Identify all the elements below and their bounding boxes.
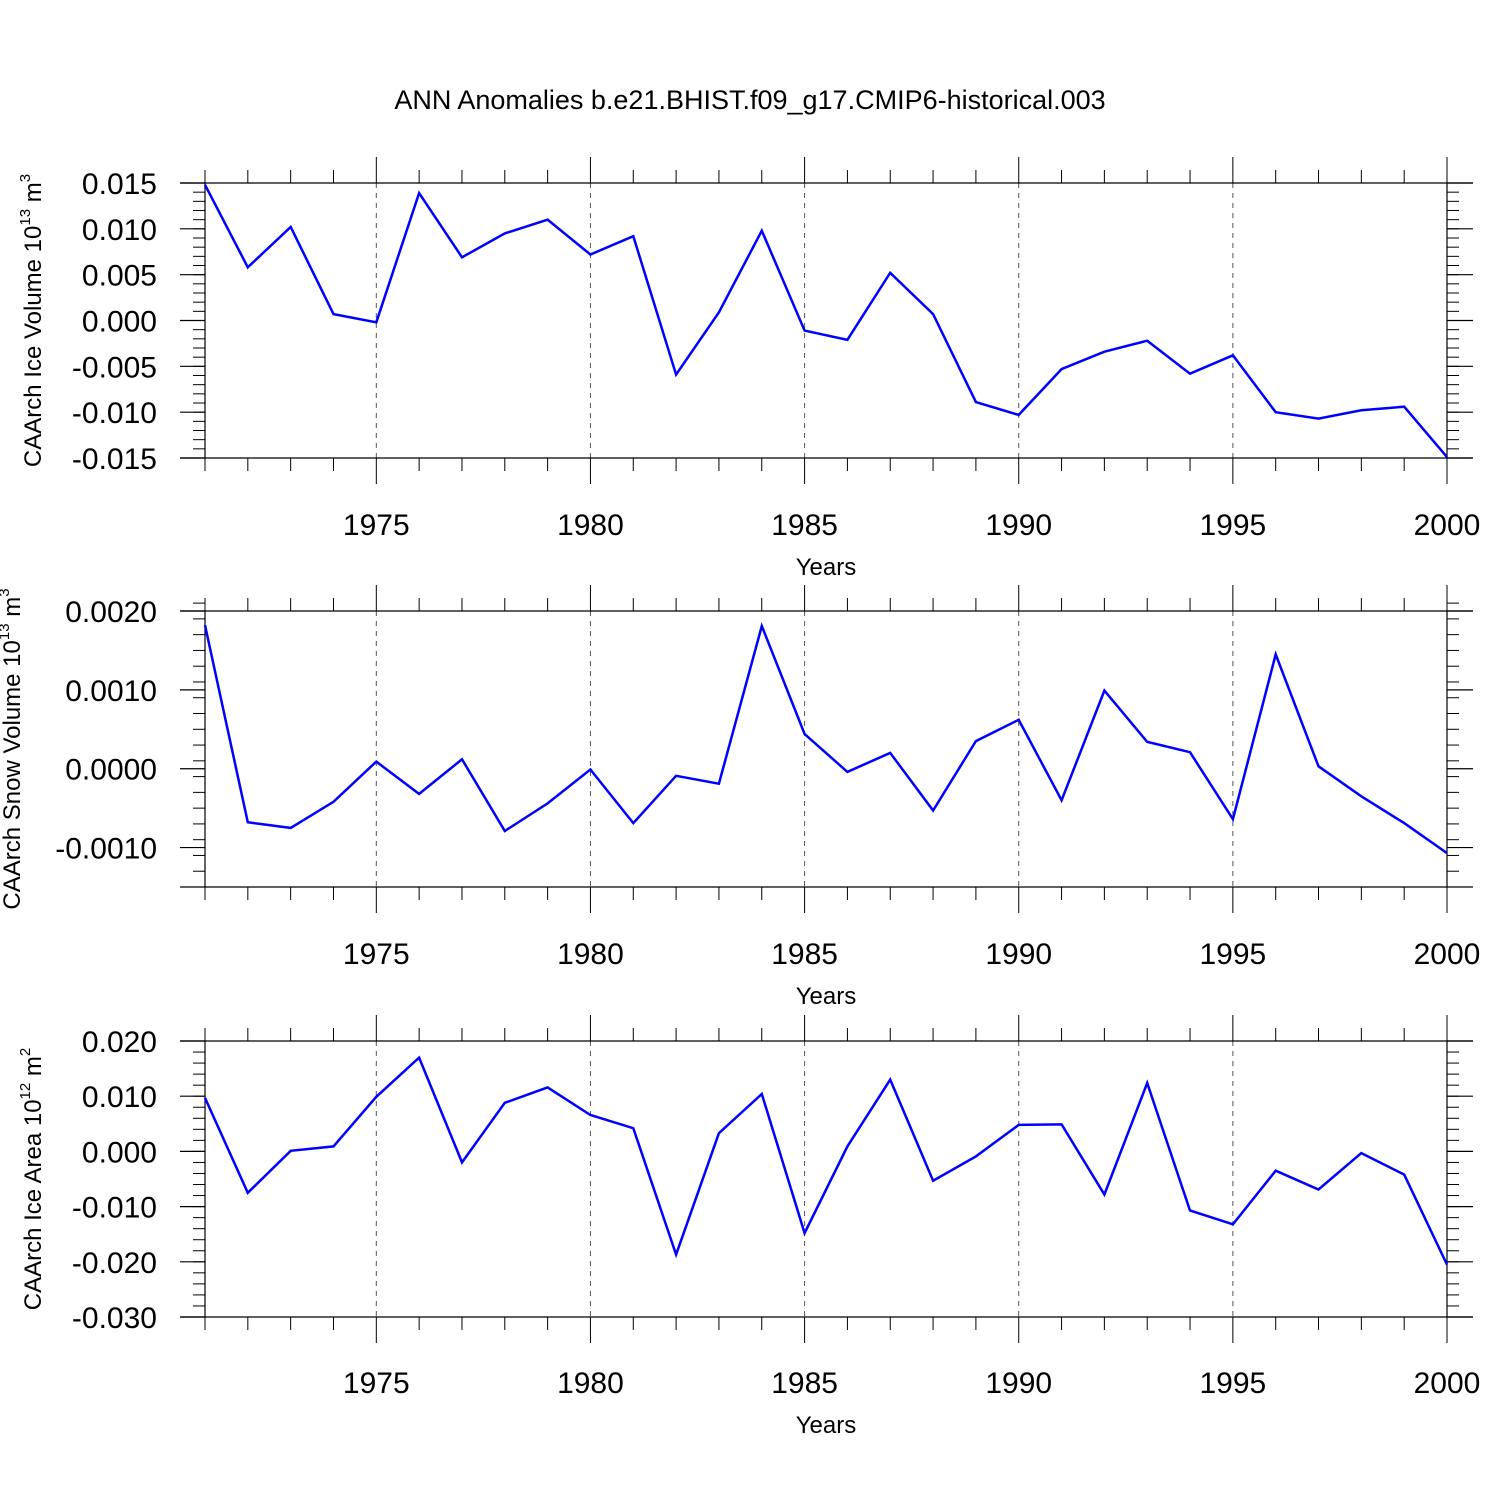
x-tick-label: 2000: [1414, 1367, 1481, 1400]
x-tick-label: 1980: [557, 938, 624, 971]
x-tick-label: 1995: [1199, 1367, 1266, 1400]
y-axis-title-exponent: 13: [17, 209, 34, 226]
y-tick-label: -0.010: [72, 397, 157, 430]
y-axis-title-unit: m: [0, 597, 26, 624]
y-tick-label: -0.020: [72, 1247, 157, 1280]
y-axis-title-exponent: 13: [0, 623, 13, 640]
x-tick-label: 1985: [771, 509, 838, 542]
y-tick-label: -0.015: [72, 443, 157, 476]
x-tick-label: 1995: [1199, 938, 1266, 971]
series-line: [203, 184, 1448, 458]
y-tick-label: 0.000: [82, 1136, 157, 1169]
x-tick-label: 2000: [1414, 938, 1481, 971]
x-tick-label: 1995: [1199, 509, 1266, 542]
ice-area-panel: 0.020 0.010 0.000 -0.010 -0.020 -0.030 1975 198…: [17, 1015, 1480, 1439]
snow-volume-panel: 0.0020 0.0010 0.0000 -0.0010 1975 1980 1985 199…: [0, 585, 1480, 1010]
y-axis-title-base: CAArch Snow Volume 10: [0, 640, 26, 909]
y-tick-label: 0.010: [82, 214, 157, 247]
x-tick-label: 1990: [985, 509, 1052, 542]
x-tick-label: 1985: [771, 1367, 838, 1400]
x-tick-label: 1975: [343, 1367, 410, 1400]
y-tick-label: 0.020: [82, 1026, 157, 1059]
series-line: [203, 622, 1448, 855]
y-axis-title-exponent: 12: [17, 1083, 34, 1100]
y-tick-label: 0.000: [82, 306, 157, 339]
y-tick-label: 0.005: [82, 260, 157, 293]
x-tick-label: 1975: [343, 938, 410, 971]
y-tick-label: -0.005: [72, 351, 157, 384]
y-axis-title-base: CAArch Ice Volume 10: [20, 226, 47, 467]
y-tick-label: 0.0010: [65, 675, 157, 708]
x-axis-title: Years: [796, 554, 857, 581]
x-axis-title: Years: [796, 1412, 857, 1439]
y-axis-title-unit: m: [20, 182, 47, 209]
y-axis-title-unit-exponent: 3: [0, 588, 13, 596]
x-tick-label: 1980: [557, 509, 624, 542]
y-axis-title: CAArch Ice Area 1012 m2: [17, 1048, 47, 1310]
x-tick-label: 1980: [557, 1367, 624, 1400]
x-tick-label: 1990: [985, 1367, 1052, 1400]
y-axis-title-base: CAArch Ice Area 10: [20, 1099, 47, 1310]
y-tick-label: 0.0000: [65, 754, 157, 787]
y-axis-title-unit-exponent: 3: [17, 174, 34, 182]
x-tick-label: 1985: [771, 938, 838, 971]
y-axis-title: CAArch Ice Volume 1013 m3: [17, 174, 47, 467]
y-tick-label: 0.0020: [65, 596, 157, 629]
y-axis-title: CAArch Snow Volume 1013 m3: [0, 588, 26, 909]
y-tick-label: 0.010: [82, 1081, 157, 1114]
x-tick-label: 1975: [343, 509, 410, 542]
x-tick-label: 2000: [1414, 509, 1481, 542]
y-tick-label: 0.015: [82, 168, 157, 201]
x-tick-label: 1990: [985, 938, 1052, 971]
y-axis-title-unit: m: [20, 1056, 47, 1083]
y-tick-label: -0.0010: [55, 833, 157, 866]
figure-title: ANN Anomalies b.e21.BHIST.f09_g17.CMIP6-…: [394, 85, 1105, 115]
y-axis-title-unit-exponent: 2: [17, 1048, 34, 1056]
ice-volume-panel: 0.015 0.010 0.005 0.000 -0.005 -0.010 -0.015 19…: [17, 157, 1480, 581]
series-line: [203, 1055, 1449, 1266]
y-tick-label: -0.010: [72, 1192, 157, 1225]
x-axis-title: Years: [796, 983, 857, 1010]
y-tick-label: -0.030: [72, 1302, 157, 1335]
